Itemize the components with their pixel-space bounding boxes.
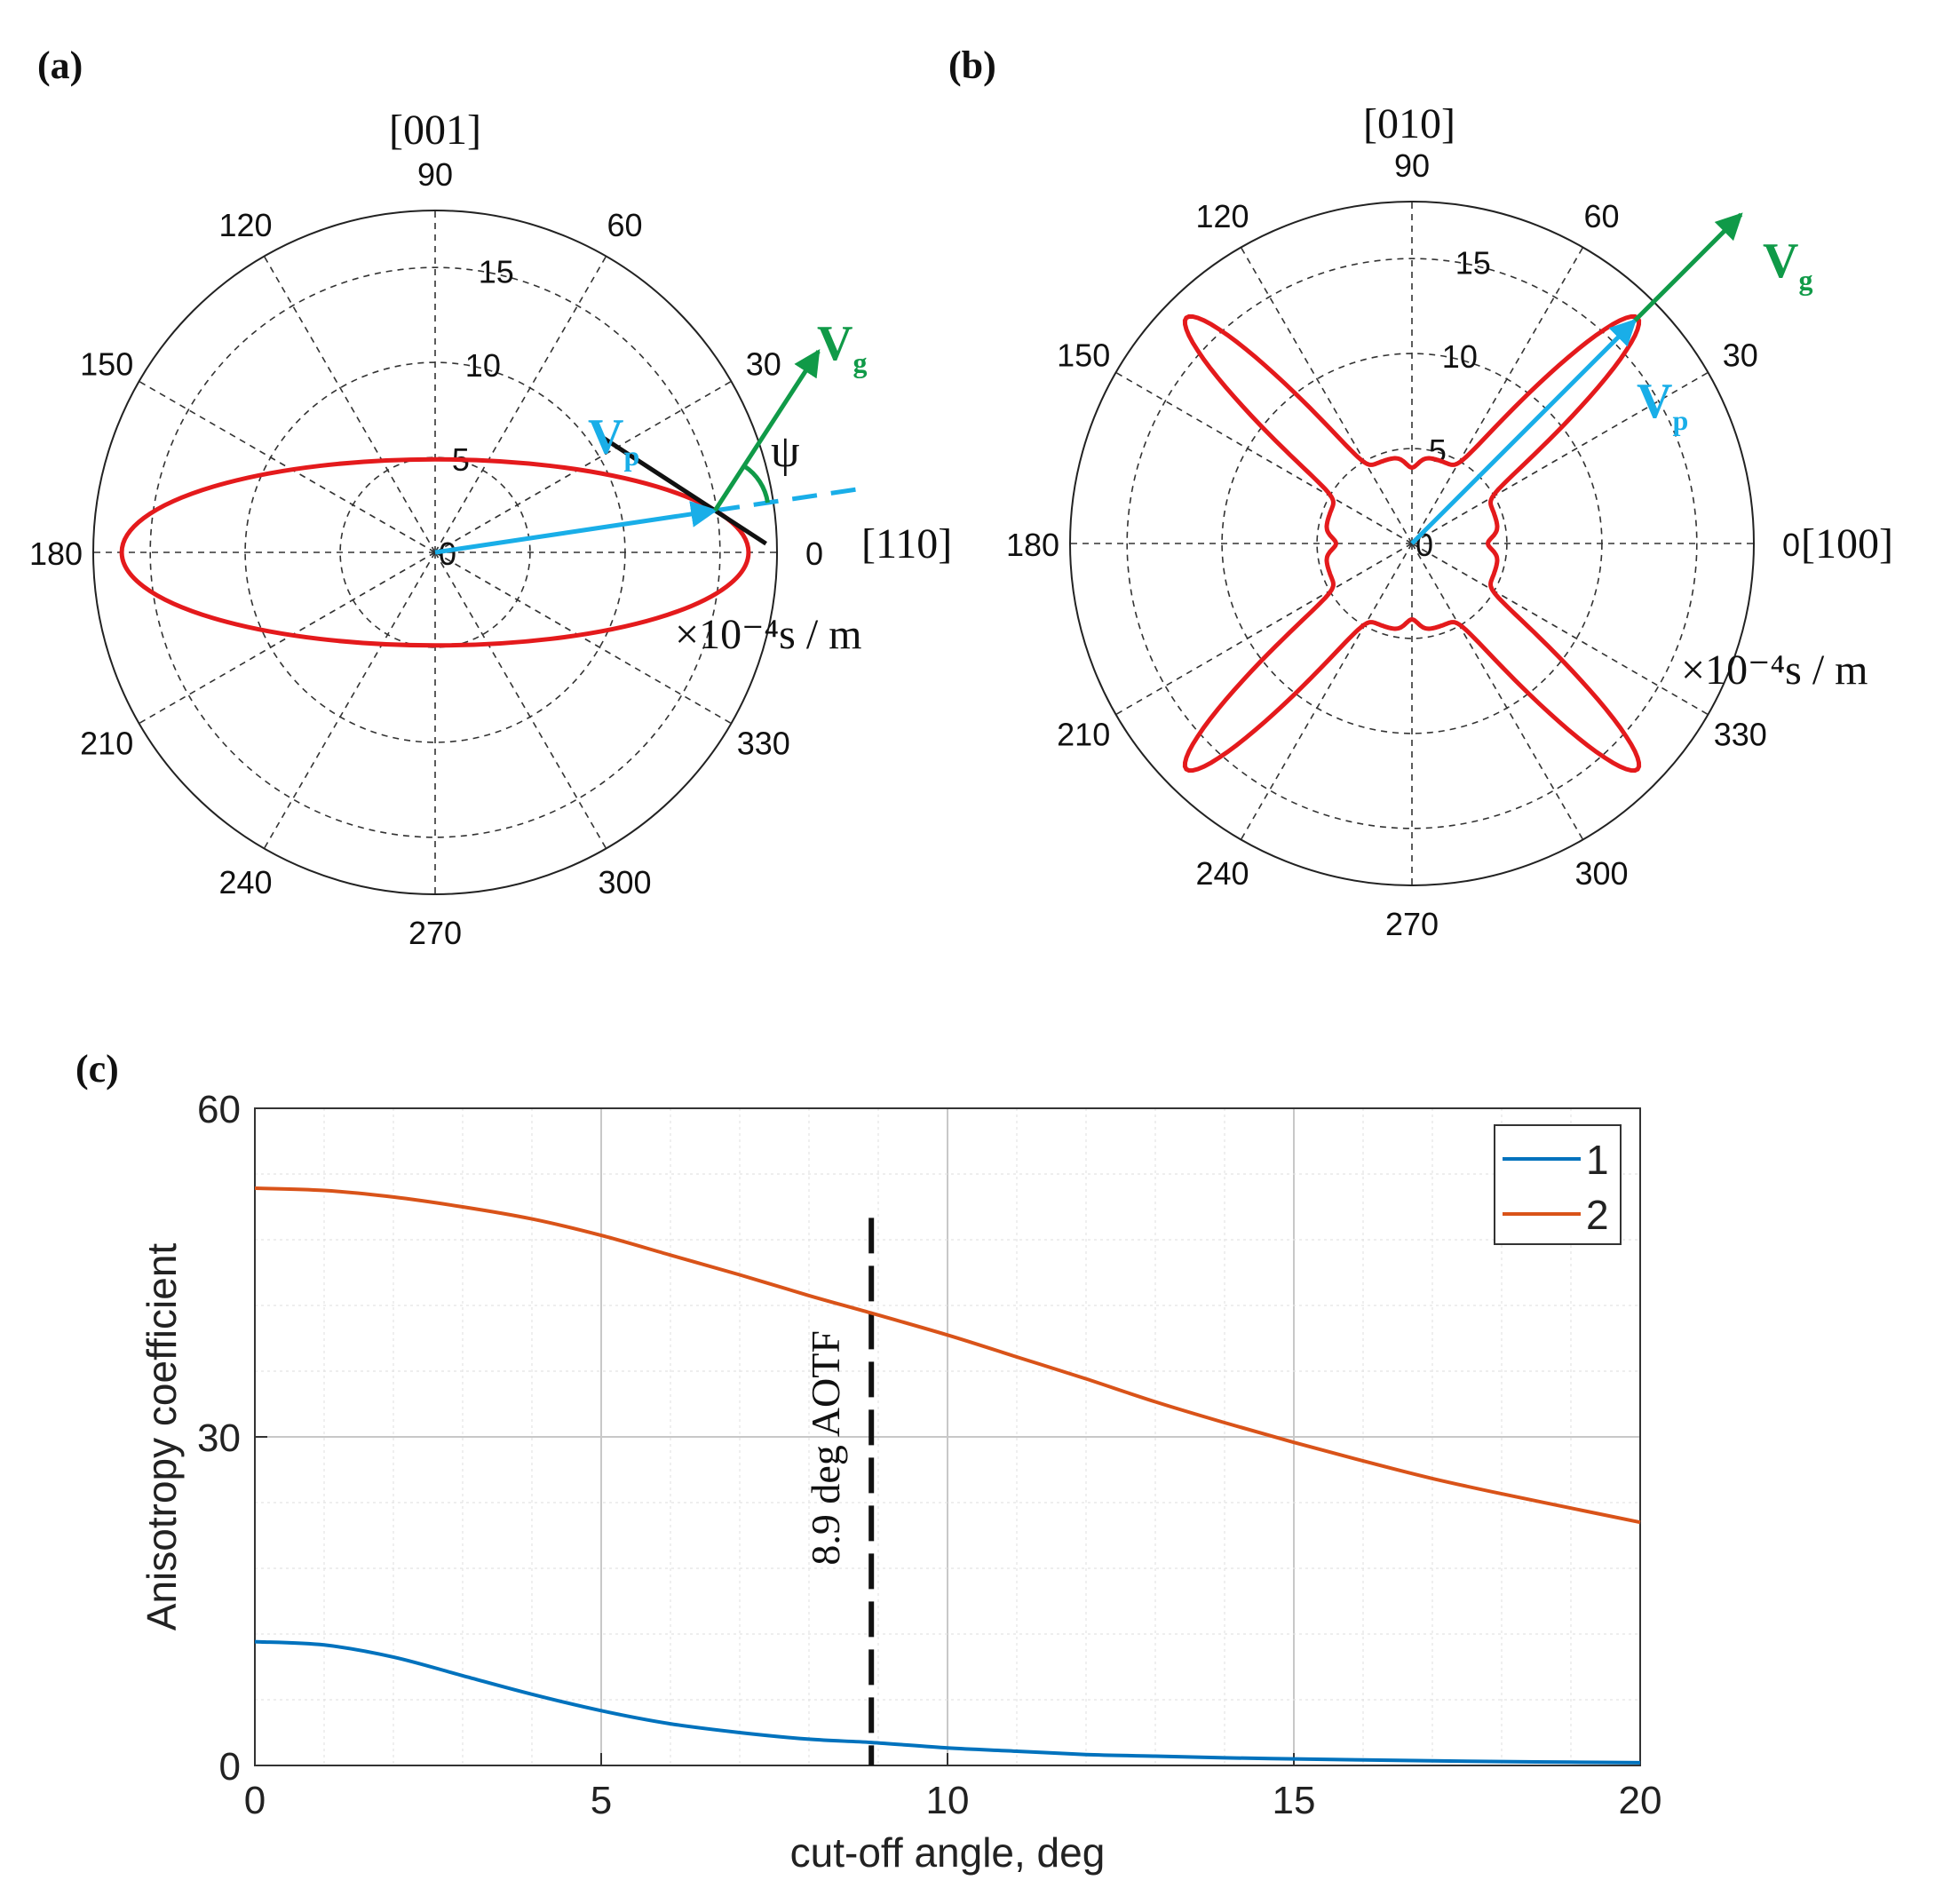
panel-a-theta-label-120: 120 — [218, 207, 272, 243]
panel-b-vp-arrow — [1410, 318, 1638, 545]
panel-c-series-1-line — [254, 1639, 1641, 1765]
y-tick-label-60: 60 — [197, 1088, 241, 1131]
x-tick-label-20: 20 — [1619, 1779, 1662, 1822]
panel-a-theta-label-0: 0 — [805, 536, 823, 572]
panel-a-polar-grid — [92, 210, 778, 895]
panel-b-theta-label-240: 240 — [1195, 855, 1249, 892]
panel-a-vg-arrow — [713, 348, 821, 512]
panel-b-vp-label: Vp — [1637, 374, 1688, 436]
panel-a-psi-label: ψ — [771, 426, 800, 477]
panel-b-units: ×10⁻⁴s / m — [1681, 647, 1868, 694]
panel-b-theta-label-90: 90 — [1394, 147, 1430, 184]
panel-a-r-label-0: 0 — [439, 536, 456, 572]
panel-a-r-label-15: 15 — [479, 253, 514, 290]
panel-a-theta-label-150: 150 — [80, 346, 133, 383]
panel-c-legend: 1 2 — [1494, 1124, 1622, 1245]
panel-c-y-axis-label: Anisotropy coefficient — [139, 1243, 185, 1631]
panel-a-vg-label: Vg — [817, 316, 867, 378]
panel-a-vp-arrow — [434, 501, 718, 555]
panel-b-outer-ring — [1069, 201, 1755, 886]
panel-c-x-axis-label: cut-off angle, deg — [790, 1829, 1106, 1876]
panel-a-r-label-10: 10 — [465, 347, 501, 384]
panel-b-theta-label-270: 270 — [1385, 906, 1439, 942]
panel-b-theta-label-180: 180 — [1006, 527, 1059, 563]
panel-b-theta-tick-labels: 0 30 60 90 120 150 180 210 240 270 300 330 — [1006, 147, 1800, 942]
panel-c-series-2-line — [254, 1186, 1641, 1525]
panel-b-ring-5 — [1316, 448, 1508, 639]
panel-a-vp-label: Vp — [588, 409, 639, 472]
panel-b-theta-label-300: 300 — [1574, 855, 1628, 892]
panel-b-r-label-15: 15 — [1455, 244, 1491, 281]
panel-a-psi-arc — [742, 464, 770, 504]
panel-c-y-tick-labels: 0 30 60 — [197, 1088, 267, 1789]
panel-b-vg-arrow — [1633, 212, 1743, 322]
panel-a-theta-label-330: 330 — [737, 726, 790, 762]
panel-b-theta-label-60: 60 — [1583, 198, 1619, 234]
panel-b-polar-grid — [1069, 201, 1755, 886]
panel-b-theta-label-210: 210 — [1057, 717, 1110, 753]
panel-a-theta-label-300: 300 — [598, 864, 651, 900]
panel-a-ring-5 — [339, 456, 531, 648]
panel-a-theta-label-180: 180 — [29, 536, 83, 572]
panel-b-slowness-curve — [1182, 313, 1642, 774]
panel-c-label: (c) — [75, 1047, 119, 1091]
panel-b-theta-label-0: 0 — [1782, 527, 1800, 563]
panel-b-ring-10 — [1221, 353, 1603, 734]
x-tick-label-10: 10 — [926, 1779, 970, 1822]
legend-series-1-label: 1 — [1586, 1137, 1609, 1183]
panel-b: (b) [010] 0 30 60 90 120 150 180 210 240 270 300 33… — [948, 44, 1893, 942]
panel-a-label: (a) — [37, 44, 83, 87]
panel-a-theta-label-30: 30 — [746, 346, 781, 383]
panel-a-theta-label-270: 270 — [408, 915, 462, 951]
panel-a: (a) [001] 030609012015018021024027030033… — [29, 44, 952, 951]
panel-c-aotf-annotation: 8.9 deg AOTF — [803, 1330, 848, 1566]
panel-a-outer-ring — [92, 210, 778, 895]
panel-b-theta-label-150: 150 — [1057, 337, 1110, 374]
panel-a-slowness-curve — [119, 456, 751, 648]
panel-a-theta-label-210: 210 — [80, 726, 133, 762]
y-tick-label-0: 0 — [219, 1745, 241, 1789]
panel-b-theta-label-30: 30 — [1723, 337, 1758, 374]
legend-series-2-label: 2 — [1586, 1192, 1609, 1238]
panel-b-right-direction: [100] — [1801, 520, 1893, 567]
panel-a-theta-label-240: 240 — [218, 864, 272, 900]
panel-a-units: ×10⁻⁴s / m — [675, 611, 862, 658]
panel-b-r-label-10: 10 — [1442, 338, 1478, 375]
x-tick-label-0: 0 — [244, 1779, 266, 1822]
x-tick-label-5: 5 — [591, 1779, 612, 1822]
panel-b-label: (b) — [948, 44, 996, 87]
x-tick-label-15: 15 — [1273, 1779, 1316, 1822]
panel-b-theta-label-120: 120 — [1195, 198, 1249, 234]
panel-b-theta-label-330: 330 — [1714, 717, 1767, 753]
panel-a-theta-label-60: 60 — [607, 207, 642, 243]
panel-a-reference-dashed-line — [714, 485, 868, 513]
panel-b-vg-label: Vg — [1763, 234, 1812, 296]
panel-a-ring-15 — [149, 266, 721, 838]
panel-c: (c) 0 5 10 15 20 0 30 60 8.9 deg AOTF cut-off … — [75, 1047, 1661, 1876]
panel-a-top-direction: [001] — [389, 107, 481, 154]
panel-a-tangent-line — [601, 435, 767, 546]
panel-a-right-direction: [110] — [861, 520, 952, 567]
panel-b-ring-15 — [1126, 258, 1698, 829]
panel-a-ring-10 — [244, 361, 626, 743]
panel-a-theta-label-90: 90 — [417, 156, 453, 193]
panel-c-x-tick-labels: 0 5 10 15 20 — [244, 1753, 1662, 1822]
legend-box — [1494, 1124, 1622, 1245]
y-tick-label-30: 30 — [197, 1416, 241, 1460]
panel-b-top-direction: [010] — [1363, 100, 1455, 147]
